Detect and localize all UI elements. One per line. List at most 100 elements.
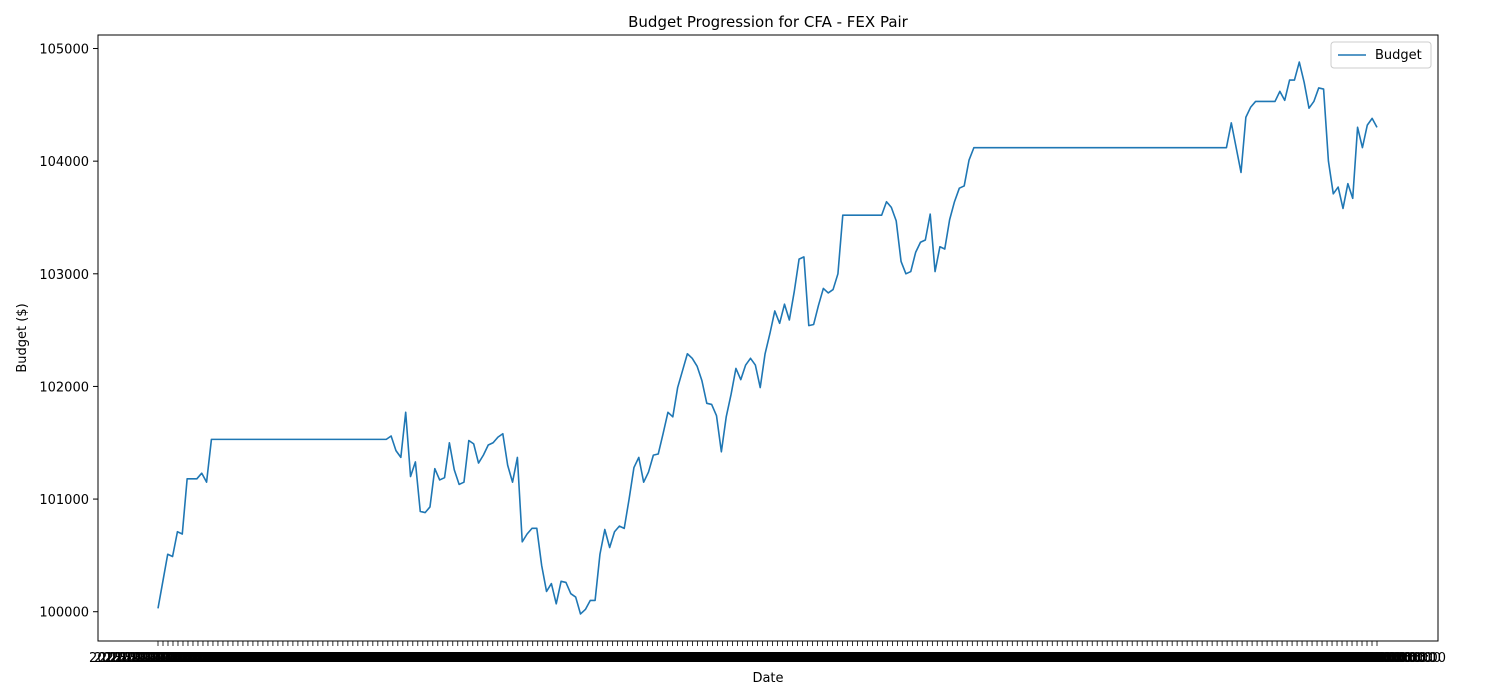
x-tick-label: 2023-00-00 00:00:00 bbox=[554, 651, 692, 666]
x-tick-label: 2023-00-00 00:00:00 bbox=[1048, 651, 1186, 666]
x-tick-label: 2023-00-00 00:00:00 bbox=[1288, 651, 1426, 666]
x-tick-label: 2023-00-00 00:00:00 bbox=[988, 651, 1126, 666]
legend: Budget bbox=[1330, 41, 1432, 69]
x-tick-label: 2023-00-00 00:00:00 bbox=[708, 651, 846, 666]
x-tick-label: 2023-00-00 00:00:00 bbox=[798, 651, 936, 666]
x-tick-label: 2023-00-00 00:00:00 bbox=[1228, 651, 1366, 666]
x-tick-label: 2023-00-00 00:00:00 bbox=[594, 651, 732, 666]
x-tick-label: 2023-00-00 00:00:00 bbox=[229, 651, 367, 666]
x-tick-label: 2023-00-00 00:00:00 bbox=[1183, 651, 1321, 666]
x-tick-label: 2023-00-00 00:00:00 bbox=[519, 651, 657, 666]
x-tick-label: 2023-00-00 00:00:00 bbox=[559, 651, 697, 666]
x-tick-label: 2023-00-00 00:00:00 bbox=[314, 651, 452, 666]
x-tick-label: 2023-00-00 00:00:00 bbox=[1213, 651, 1351, 666]
x-tick-label: 2023-00-00 00:00:00 bbox=[678, 651, 816, 666]
x-tick-label: 2023-00-00 00:00:00 bbox=[783, 651, 921, 666]
x-tick-label: 2023-00-00 00:00:00 bbox=[424, 651, 562, 666]
x-tick-label: 2023-00-00 00:00:00 bbox=[1073, 651, 1211, 666]
x-tick-label: 2023-00-00 00:00:00 bbox=[848, 651, 986, 666]
x-tick-label: 2023-00-00 00:00:00 bbox=[1113, 651, 1251, 666]
x-tick-label: 2023-00-00 00:00:00 bbox=[1283, 651, 1421, 666]
x-tick-label: 2023-00-00 00:00:00 bbox=[1173, 651, 1311, 666]
x-tick-label: 2023-00-00 00:00:00 bbox=[134, 651, 272, 666]
x-tick-label: 2023-00-00 00:00:00 bbox=[139, 651, 277, 666]
x-tick-label: 2023-00-00 00:00:00 bbox=[893, 651, 1031, 666]
x-tick-label: 2023-00-00 00:00:00 bbox=[1043, 651, 1181, 666]
x-tick-label: 2023-00-00 00:00:00 bbox=[778, 651, 916, 666]
x-tick-label: 2023-00-00 00:00:00 bbox=[843, 651, 981, 666]
x-tick-label: 2023-00-00 00:00:00 bbox=[389, 651, 527, 666]
x-tick-label: 2023-00-00 00:00:00 bbox=[963, 651, 1101, 666]
legend-label-budget: Budget bbox=[1375, 48, 1422, 63]
x-tick-label: 2023-00-00 00:00:00 bbox=[833, 651, 971, 666]
x-tick-label: 2023-00-00 00:00:00 bbox=[853, 651, 991, 666]
x-tick-label: 2023-00-00 00:00:00 bbox=[738, 651, 876, 666]
x-tick-label: 2023-00-00 00:00:00 bbox=[159, 651, 297, 666]
x-tick-label: 2023-00-00 00:00:00 bbox=[499, 651, 637, 666]
x-tick-label: 2023-00-00 00:00:00 bbox=[878, 651, 1016, 666]
x-tick-label: 2023-00-00 00:00:00 bbox=[1258, 651, 1396, 666]
x-tick-label: 2023-00-00 00:00:00 bbox=[339, 651, 477, 666]
x-tick-label: 2023-00-00 00:00:00 bbox=[688, 651, 826, 666]
x-tick-label: 2023-00-00 00:00:00 bbox=[349, 651, 487, 666]
x-tick-label: 2023-00-00 00:00:00 bbox=[304, 651, 442, 666]
x-tick-label: 2023-00-00 00:00:00 bbox=[119, 651, 257, 666]
x-tick-label: 2023-00-00 00:00:00 bbox=[359, 651, 497, 666]
x-tick-label: 2023-00-00 00:00:00 bbox=[933, 651, 1071, 666]
x-tick-label: 2023-00-00 00:00:00 bbox=[968, 651, 1106, 666]
x-tick-label: 2023-00-00 00:00:00 bbox=[663, 651, 801, 666]
x-tick-label: 2023-00-00 00:00:00 bbox=[723, 651, 861, 666]
x-tick-label: 2023-00-00 00:00:00 bbox=[903, 651, 1041, 666]
x-tick-label: 2023-00-00 00:00:00 bbox=[489, 651, 627, 666]
x-tick-label: 2023-00-00 00:00:00 bbox=[818, 651, 956, 666]
x-tick-label: 2023-00-00 00:00:00 bbox=[209, 651, 347, 666]
x-tick-label: 2023-00-00 00:00:00 bbox=[913, 651, 1051, 666]
x-tick-label: 2023-00-00 00:00:00 bbox=[1143, 651, 1281, 666]
x-tick-label: 2023-00-00 00:00:00 bbox=[319, 651, 457, 666]
x-tick-label: 2023-00-00 00:00:00 bbox=[204, 651, 342, 666]
x-tick-label: 2023-00-00 00:00:00 bbox=[1098, 651, 1236, 666]
x-tick-label: 2023-00-00 00:00:00 bbox=[509, 651, 647, 666]
x-tick-label: 2023-00-00 00:00:00 bbox=[743, 651, 881, 666]
x-tick-label: 2023-00-00 00:00:00 bbox=[1238, 651, 1376, 666]
y-tick-label: 102000 bbox=[39, 380, 89, 395]
x-tick-label: 2023-00-00 00:00:00 bbox=[174, 651, 312, 666]
x-tick-label: 2023-00-00 00:00:00 bbox=[404, 651, 542, 666]
x-tick-label: 2023-00-00 00:00:00 bbox=[589, 651, 727, 666]
x-tick-label: 2023-00-00 00:00:00 bbox=[369, 651, 507, 666]
x-tick-label: 2023-00-00 00:00:00 bbox=[1233, 651, 1371, 666]
x-tick-label: 2023-00-00 00:00:00 bbox=[529, 651, 667, 666]
x-tick-label: 2023-00-00 00:00:00 bbox=[1033, 651, 1171, 666]
x-tick-label: 2023-00-00 00:00:00 bbox=[249, 651, 387, 666]
x-tick-label: 2023-00-00 00:00:00 bbox=[504, 651, 642, 666]
x-tick-label: 2023-00-00 00:00:00 bbox=[938, 651, 1076, 666]
x-tick-label: 2023-00-00 00:00:00 bbox=[469, 651, 607, 666]
x-tick-label: 2023-00-00 00:00:00 bbox=[953, 651, 1091, 666]
x-tick-label: 2023-00-00 00:00:00 bbox=[1088, 651, 1226, 666]
y-tick-label: 100000 bbox=[39, 606, 89, 621]
x-tick-label: 2023-00-00 00:00:00 bbox=[898, 651, 1036, 666]
y-tick-label: 101000 bbox=[39, 493, 89, 508]
x-tick-label: 2023-00-00 00:00:00 bbox=[873, 651, 1011, 666]
x-tick-label: 2023-00-00 00:00:00 bbox=[713, 651, 851, 666]
x-tick-label: 2023-00-00 00:00:00 bbox=[149, 651, 287, 666]
x-tick-label: 2023-00-00 00:00:00 bbox=[1163, 651, 1301, 666]
x-tick-label: 2023-00-00 00:00:00 bbox=[1298, 651, 1436, 666]
x-tick-label: 2023-00-00 00:00:00 bbox=[299, 651, 437, 666]
x-tick-label: 2023-00-00 00:00:00 bbox=[619, 651, 757, 666]
x-tick-label: 2023-00-00 00:00:00 bbox=[1108, 651, 1246, 666]
x-tick-label: 2023-00-00 00:00:00 bbox=[753, 651, 891, 666]
x-tick-label: 2023-00-00 00:00:00 bbox=[1188, 651, 1326, 666]
x-tick-label: 2023-00-00 00:00:00 bbox=[1058, 651, 1196, 666]
x-tick-label: 2023-00-00 00:00:00 bbox=[813, 651, 951, 666]
x-tick-label: 2023-00-00 00:00:00 bbox=[718, 651, 856, 666]
x-tick-label: 2023-00-00 00:00:00 bbox=[673, 651, 811, 666]
x-tick-label: 2023-00-00 00:00:00 bbox=[1263, 651, 1401, 666]
x-tick-label: 2023-00-00 00:00:00 bbox=[948, 651, 1086, 666]
y-axis-title: Budget ($) bbox=[15, 303, 30, 372]
x-tick-label: 2023-00-00 00:00:00 bbox=[703, 651, 841, 666]
y-axis-ticks: 100000 101000 102000 103000 104000 105000 bbox=[39, 43, 98, 621]
x-tick-label: 2023-00-00 00:00:00 bbox=[539, 651, 677, 666]
